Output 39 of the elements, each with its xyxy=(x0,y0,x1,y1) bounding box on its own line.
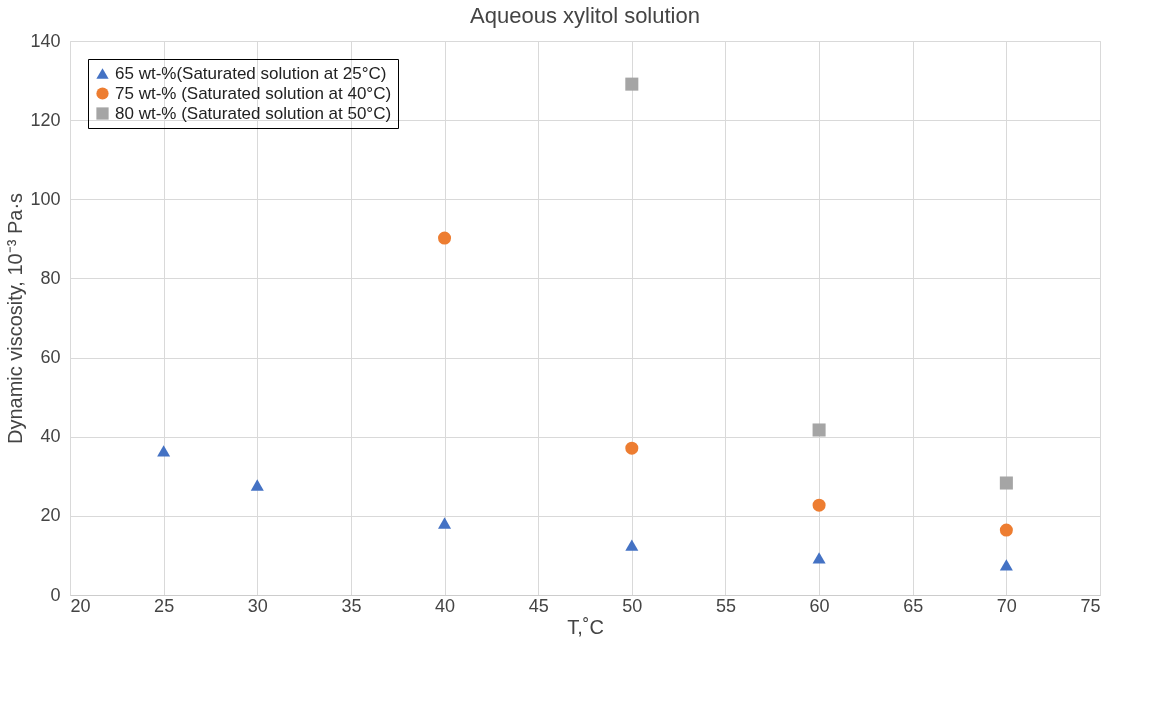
point xyxy=(999,476,1013,490)
x-tick-label: 30 xyxy=(247,595,268,616)
x-tick-label: 60 xyxy=(809,595,830,616)
point xyxy=(625,77,639,91)
x-tick-label: 35 xyxy=(341,595,362,616)
point xyxy=(625,539,639,551)
x-tick-label: 75 xyxy=(1080,595,1101,616)
chart-title: Aqueous xylitol solution xyxy=(470,3,700,28)
y-tick-label: 20 xyxy=(40,505,61,526)
x-axis-title: T,˚C xyxy=(567,615,604,638)
point xyxy=(438,517,452,529)
legend-label: 75 wt-% (Saturated solution at 40°C) xyxy=(115,83,392,103)
x-tick-label: 20 xyxy=(70,595,91,616)
point xyxy=(250,479,264,491)
y-tick-label: 100 xyxy=(30,188,61,209)
y-tick-label: 0 xyxy=(50,584,61,605)
y-tick-label: 40 xyxy=(40,426,61,447)
point xyxy=(625,441,639,455)
y-tick-label: 120 xyxy=(30,109,61,130)
x-tick-label: 50 xyxy=(622,595,643,616)
y-tick-label: 80 xyxy=(40,267,61,288)
point xyxy=(999,559,1013,571)
y-tick-label: 60 xyxy=(40,347,61,368)
x-tick-label: 70 xyxy=(996,595,1017,616)
point xyxy=(157,445,171,457)
point xyxy=(812,498,826,512)
point xyxy=(438,231,452,245)
x-tick-label: 55 xyxy=(715,595,736,616)
x-tick-label: 40 xyxy=(435,595,456,616)
legend-label: 65 wt-%(Saturated solution at 25°C) xyxy=(115,63,387,83)
legend-label: 80 wt-% (Saturated solution at 50°C) xyxy=(115,103,392,123)
y-axis-title: Dynamic viscosity, 10⁻³ Pa·s xyxy=(4,192,27,445)
point xyxy=(812,423,826,437)
x-tick-label: 65 xyxy=(903,595,924,616)
x-tick-label: 25 xyxy=(154,595,175,616)
x-tick-label: 45 xyxy=(528,595,549,616)
y-tick-label: 140 xyxy=(30,30,61,51)
point xyxy=(999,523,1013,537)
point xyxy=(812,552,826,564)
